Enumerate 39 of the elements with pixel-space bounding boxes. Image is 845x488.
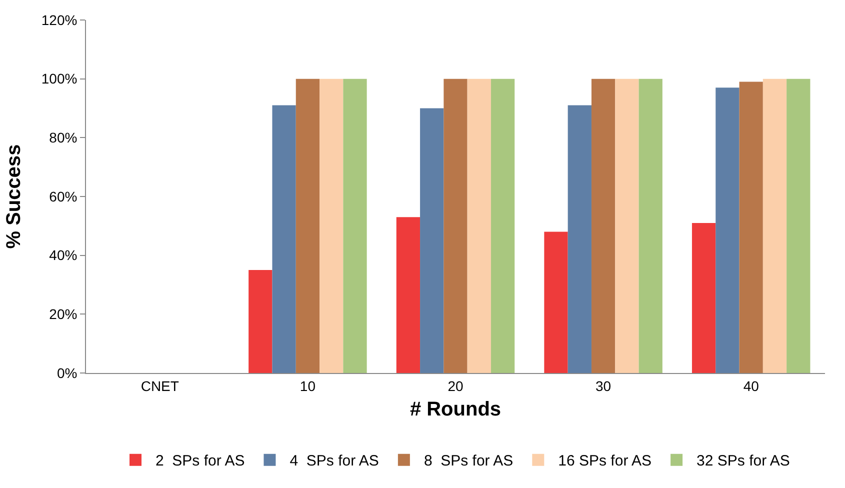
bar <box>544 232 568 373</box>
bar <box>591 78 616 373</box>
y-tick-label: 20% <box>49 306 78 322</box>
bar <box>420 108 444 373</box>
bar <box>444 78 468 373</box>
y-tick-label: 0% <box>56 364 78 381</box>
bar <box>762 78 787 373</box>
bar <box>467 78 491 373</box>
bar <box>248 270 272 373</box>
legend-label: 32 SPs for AS <box>696 452 790 470</box>
bar <box>786 78 810 373</box>
bar <box>272 105 296 373</box>
y-tick-label: 80% <box>49 130 78 146</box>
x-tick-label: 40 <box>743 378 760 394</box>
x-tick-label: 10 <box>300 378 316 394</box>
bar <box>490 78 515 373</box>
bar <box>343 78 367 373</box>
bar <box>716 88 740 373</box>
y-tick-label: 100% <box>41 70 78 87</box>
y-axis-title: % Success <box>2 144 25 249</box>
x-tick-label: CNET <box>140 378 180 394</box>
x-tick-label: 30 <box>596 378 612 394</box>
x-axis-title: # Rounds <box>410 398 502 420</box>
x-tick-label: 20 <box>448 378 464 394</box>
legend-label: 2 SPs for AS <box>156 452 245 470</box>
bar <box>296 78 320 373</box>
y-tick-label: 40% <box>49 247 78 264</box>
y-tick-label: 120% <box>41 12 78 28</box>
bar <box>320 78 344 373</box>
bar <box>396 217 420 373</box>
bar <box>568 105 592 373</box>
legend-label: 4 SPs for AS <box>290 452 379 470</box>
bar <box>739 82 763 373</box>
legend-label: 16 SPs for AS <box>558 452 652 470</box>
bar <box>638 78 662 373</box>
bar <box>692 222 716 373</box>
y-tick-label: 60% <box>49 188 78 204</box>
legend-label: 8 SPs for AS <box>424 452 514 470</box>
bar <box>615 78 639 373</box>
